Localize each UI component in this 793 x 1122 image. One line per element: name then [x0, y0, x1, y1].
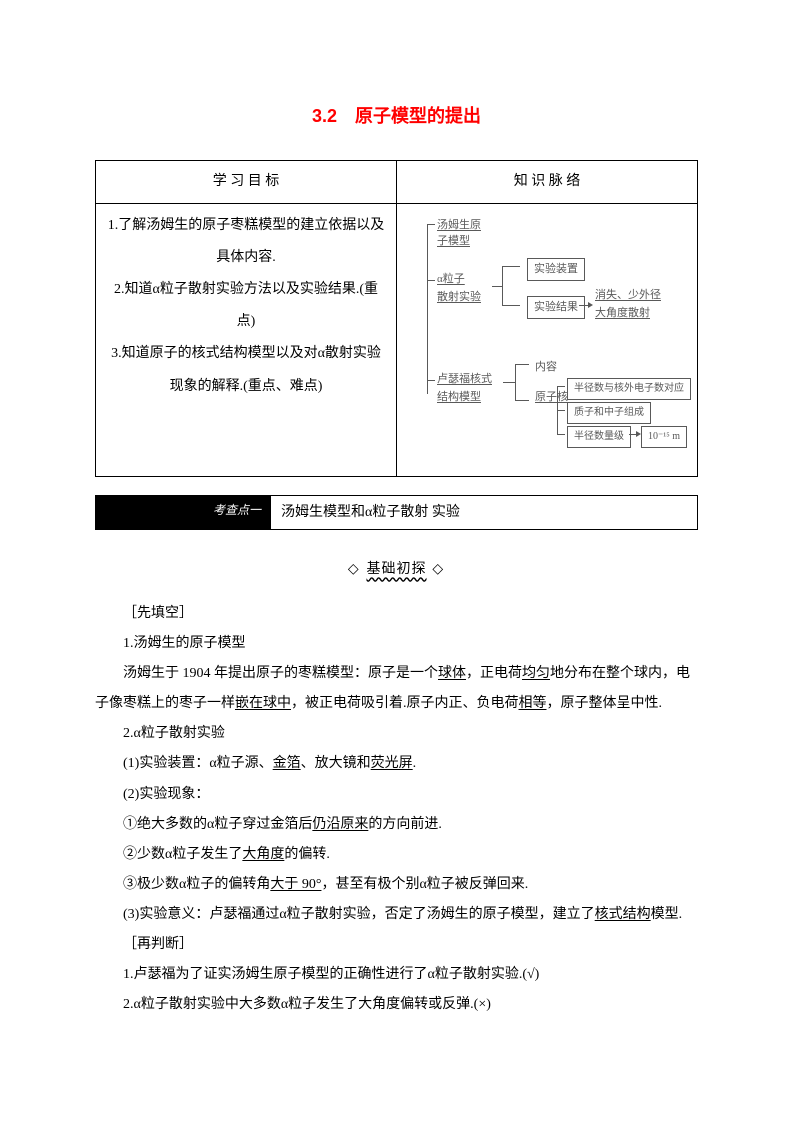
p4: 2.α粒子散射实验 — [95, 719, 698, 749]
kd-node-5b: 大角度散射 — [595, 304, 650, 324]
p5a: (1)实验装置：α粒子源、 — [123, 756, 273, 771]
subtitle-text: 基础初探 — [365, 560, 429, 576]
kd-node-12: 10⁻¹⁵ m — [641, 426, 687, 448]
knowledge-diagram-cell: 汤姆生原 子模型 α粒子 散射实验 实验装置 实验结果 消失、少外径 大角度散射… — [397, 203, 698, 476]
p3d: ，被正电荷吸引着.原子内正、负电荷 — [291, 696, 519, 711]
p13: 2.α粒子散射实验中大多数α粒子发生了大角度偏转或反弹.(×) — [95, 990, 698, 1020]
p3u2: 均匀 — [522, 666, 550, 681]
subtitle-row: ◇ 基础初探 ◇ — [95, 556, 698, 581]
p9: ③极少数α粒子的偏转角大于 90°，甚至有极个别α粒子被反弹回来. — [95, 870, 698, 900]
kd-node-6a: 卢瑟福核式 — [437, 370, 492, 390]
p3u1: 球体 — [438, 666, 466, 681]
kd-node-2b: 散射实验 — [437, 288, 481, 308]
section-title: 汤姆生模型和α粒子散射 实验 — [271, 496, 470, 529]
p2: 1.汤姆生的原子模型 — [95, 629, 698, 659]
p9u1: 大于 90° — [270, 877, 321, 892]
kd-node-3: 实验装置 — [527, 258, 585, 282]
kd-node-4: 实验结果 — [527, 296, 585, 320]
p9a: ③极少数α粒子的偏转角 — [123, 877, 270, 892]
p7: ①绝大多数的α粒子穿过金箔后仍沿原来的方向前进. — [95, 810, 698, 840]
kd-node-10: 质子和中子组成 — [567, 402, 651, 424]
p9b: ，甚至有极个别α粒子被反弹回来. — [321, 877, 528, 892]
kd-node-11: 半径数量级 — [567, 426, 631, 448]
kd-node-1b: 子模型 — [437, 232, 470, 252]
objective-2: 2.知道α粒子散射实验方法以及实验结果.(重点) — [106, 274, 386, 338]
p7b: 的方向前进. — [368, 817, 442, 832]
knowledge-diagram: 汤姆生原 子模型 α粒子 散射实验 实验装置 实验结果 消失、少外径 大角度散射… — [407, 210, 687, 470]
p3a: 汤姆生于 1904 年提出原子的枣糕模型：原子是一个 — [123, 666, 438, 681]
kd-node-8: 原子核 — [535, 388, 568, 408]
p12: 1.卢瑟福为了证实汤姆生原子模型的正确性进行了α粒子散射实验.(√) — [95, 960, 698, 990]
th-objectives: 学 习 目 标 — [96, 161, 397, 203]
section-bar: 考查点一 汤姆生模型和α粒子散射 实验 — [95, 495, 698, 530]
p3u4: 相等 — [519, 696, 547, 711]
kd-node-2a: α粒子 — [437, 270, 465, 290]
p10: (3)实验意义：卢瑟福通过α粒子散射实验，否定了汤姆生的原子模型，建立了核式结构… — [95, 900, 698, 930]
p11: ［再判断］ — [95, 930, 698, 960]
p10b: 模型. — [651, 907, 683, 922]
p3e: ，原子整体呈中性. — [547, 696, 663, 711]
p3: 汤姆生于 1904 年提出原子的枣糕模型：原子是一个球体，正电荷均匀地分布在整个… — [95, 659, 698, 719]
p3u3: 嵌在球中 — [235, 696, 291, 711]
p5c: . — [413, 756, 417, 771]
p10a: (3)实验意义：卢瑟福通过α粒子散射实验，否定了汤姆生的原子模型，建立了 — [123, 907, 595, 922]
deco-left: ◇ — [348, 560, 361, 576]
p8b: 的偏转. — [284, 847, 330, 862]
page-title: 3.2 原子模型的提出 — [95, 100, 698, 132]
p5: (1)实验装置：α粒子源、金箔、放大镜和荧光屏. — [95, 749, 698, 779]
deco-right: ◇ — [432, 560, 445, 576]
body-text: ［先填空］ 1.汤姆生的原子模型 汤姆生于 1904 年提出原子的枣糕模型：原子… — [95, 599, 698, 1020]
p5u2: 荧光屏 — [371, 756, 413, 771]
p1: ［先填空］ — [95, 599, 698, 629]
p7u1: 仍沿原来 — [312, 817, 368, 832]
kd-node-9: 半径数与核外电子数对应 — [567, 378, 691, 400]
p8a: ②少数α粒子发生了 — [123, 847, 242, 862]
kd-node-6b: 结构模型 — [437, 388, 481, 408]
section-label: 考查点一 — [96, 496, 271, 529]
p7a: ①绝大多数的α粒子穿过金箔后 — [123, 817, 312, 832]
p8u1: 大角度 — [242, 847, 284, 862]
p5u1: 金箔 — [273, 756, 301, 771]
p8: ②少数α粒子发生了大角度的偏转. — [95, 840, 698, 870]
p10u1: 核式结构 — [595, 907, 651, 922]
p3b: ，正电荷 — [466, 666, 522, 681]
objective-3: 3.知道原子的核式结构模型以及对α散射实验现象的解释.(重点、难点) — [106, 338, 386, 402]
objective-1: 1.了解汤姆生的原子枣糕模型的建立依据以及具体内容. — [106, 210, 386, 274]
kd-node-7: 内容 — [535, 358, 557, 378]
th-knowledge: 知 识 脉 络 — [397, 161, 698, 203]
objectives-table: 学 习 目 标 知 识 脉 络 1.了解汤姆生的原子枣糕模型的建立依据以及具体内… — [95, 160, 698, 476]
p6: (2)实验现象： — [95, 780, 698, 810]
p5b: 、放大镜和 — [301, 756, 371, 771]
kd-node-5a: 消失、少外径 — [595, 286, 661, 306]
objectives-cell: 1.了解汤姆生的原子枣糕模型的建立依据以及具体内容. 2.知道α粒子散射实验方法… — [96, 203, 397, 476]
